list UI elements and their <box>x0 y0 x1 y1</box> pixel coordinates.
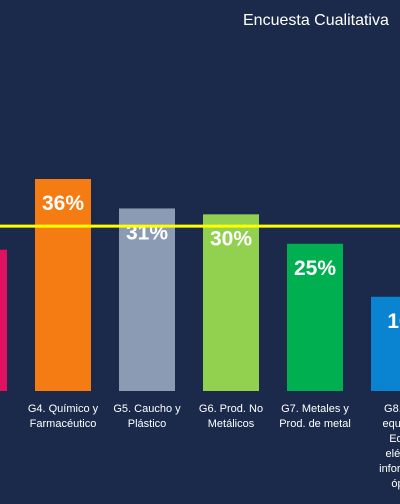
category-label-3-0: G6. Prod. No <box>199 403 263 415</box>
data-label-4: 25% <box>294 257 336 280</box>
category-label-4-1: Prod. de metal <box>279 418 351 430</box>
chart-title: Encuesta Cualitativa <box>243 12 389 29</box>
category-label-2-1: Plástico <box>128 418 167 430</box>
bar-2 <box>119 208 175 391</box>
category-label-2-0: G5. Caucho y <box>113 403 181 415</box>
category-label-1-0: G4. Químico y <box>28 403 99 415</box>
bar-0 <box>0 249 7 391</box>
category-label-5-4: informát <box>379 463 400 475</box>
category-label-5-5: ópt <box>391 478 400 490</box>
bar-4 <box>287 243 343 391</box>
category-label-1-1: Farmacéutico <box>30 418 97 430</box>
category-label-3-1: Metálicos <box>208 418 255 430</box>
data-label-1: 36% <box>42 192 84 215</box>
category-label-5-0: G8. M <box>384 403 400 415</box>
data-label-5: 16 <box>387 310 400 333</box>
category-label-4-0: G7. Metales y <box>281 403 349 415</box>
data-label-3: 30% <box>210 227 252 250</box>
bar-1 <box>35 179 91 391</box>
bar-3 <box>203 214 259 391</box>
category-label-5-1: equipo <box>382 418 400 430</box>
category-label-5-3: eléctr <box>386 448 400 460</box>
bar-5 <box>371 296 400 391</box>
category-label-5-2: Equ <box>389 433 400 445</box>
